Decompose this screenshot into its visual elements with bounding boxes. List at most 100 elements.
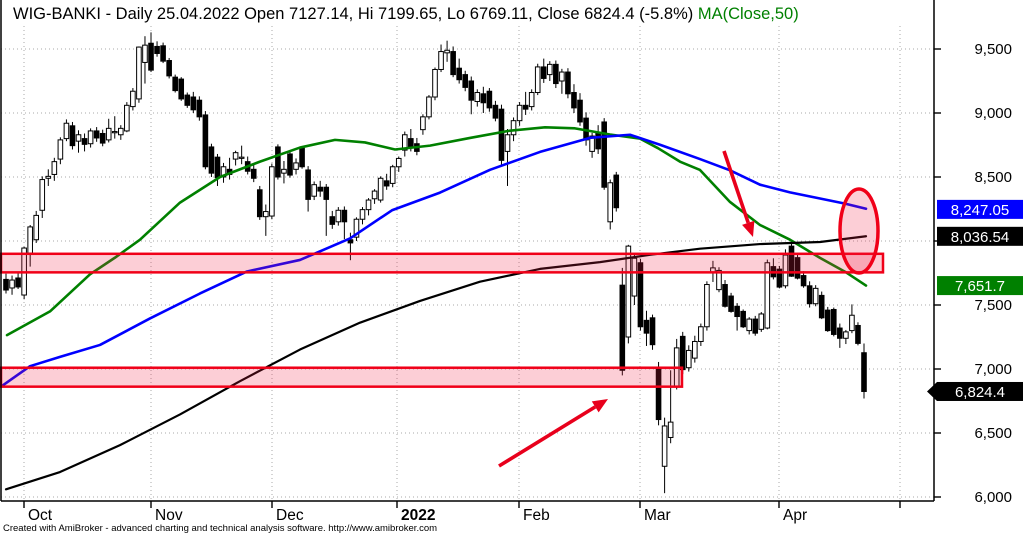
candle-bullish bbox=[359, 209, 366, 220]
y-axis-label: 9,000 bbox=[974, 105, 1012, 122]
candle-bearish bbox=[571, 92, 577, 109]
candle-bearish bbox=[69, 125, 76, 147]
candle-bullish bbox=[667, 421, 674, 438]
price-badge bbox=[937, 226, 1023, 246]
candle-bearish bbox=[456, 67, 462, 81]
candle-bearish bbox=[208, 146, 215, 174]
candle-bullish bbox=[9, 279, 15, 289]
candle-bearish bbox=[160, 45, 166, 62]
candle-bearish bbox=[15, 277, 21, 288]
candle-bullish bbox=[111, 131, 118, 134]
candle-bearish bbox=[728, 295, 734, 312]
candle-bullish bbox=[142, 44, 148, 63]
candle-bearish bbox=[492, 104, 499, 119]
price-badge-value: 6,824.4 bbox=[955, 384, 1005, 401]
annotation-arrowhead-up bbox=[591, 399, 608, 413]
candle-bullish bbox=[474, 92, 481, 102]
candle-bullish bbox=[698, 326, 704, 342]
candle-bearish bbox=[148, 42, 154, 71]
candle-bearish bbox=[408, 138, 414, 149]
price-badge-value: 8,036.54 bbox=[951, 229, 1009, 246]
candle-bullish bbox=[63, 122, 70, 140]
candle-bullish bbox=[335, 209, 342, 223]
candle-bullish bbox=[33, 214, 40, 241]
price-badge-value: 7,651.7 bbox=[955, 278, 1005, 295]
candle-bullish bbox=[685, 349, 692, 369]
candle-bullish bbox=[293, 162, 299, 170]
candle-bullish bbox=[438, 51, 444, 70]
candle-bearish bbox=[577, 99, 583, 123]
candle-bullish bbox=[371, 190, 378, 200]
candle-bearish bbox=[323, 186, 330, 200]
candle-bullish bbox=[377, 177, 384, 201]
x-axis-month-label: Dec bbox=[276, 507, 304, 524]
candle-bearish bbox=[81, 138, 88, 145]
price-badge bbox=[937, 199, 1023, 219]
candle-bullish bbox=[124, 104, 130, 132]
candle-bearish bbox=[329, 216, 336, 225]
support-resistance-zone bbox=[0, 366, 684, 388]
candle-bearish bbox=[3, 278, 9, 291]
y-axis-label: 6,500 bbox=[974, 425, 1012, 442]
candle-bullish bbox=[661, 425, 668, 467]
candle-bearish bbox=[679, 335, 686, 371]
candle-bearish bbox=[93, 130, 100, 139]
candle-bullish bbox=[269, 166, 275, 217]
candle-bullish bbox=[534, 66, 541, 94]
annotation-arrowhead-down bbox=[742, 220, 755, 237]
candle-bullish bbox=[426, 96, 432, 118]
candle-bearish bbox=[837, 327, 843, 339]
candle-bullish bbox=[130, 90, 136, 108]
candle-bearish bbox=[299, 147, 305, 168]
candle-bearish bbox=[788, 245, 795, 277]
candle-bullish bbox=[401, 134, 408, 151]
candle-bearish bbox=[565, 71, 571, 95]
candle-bearish bbox=[740, 310, 746, 328]
x-axis-month-label: Oct bbox=[28, 507, 53, 524]
candle-bullish bbox=[504, 134, 511, 152]
candle-bearish bbox=[450, 51, 456, 76]
candle-bullish bbox=[704, 284, 710, 328]
candle-bullish bbox=[432, 68, 438, 98]
y-axis-label: 7,500 bbox=[974, 297, 1012, 314]
candle-bearish bbox=[800, 275, 807, 287]
candle-bullish bbox=[782, 254, 789, 287]
y-axis-label: 9,500 bbox=[974, 41, 1012, 58]
candle-bearish bbox=[341, 209, 348, 223]
ma-line-ma200 bbox=[4, 235, 868, 491]
candle-bearish bbox=[178, 78, 185, 100]
candle-bearish bbox=[154, 45, 160, 54]
annotation-arrow-down bbox=[722, 150, 750, 224]
candle-bearish bbox=[855, 324, 861, 344]
candle-bullish bbox=[238, 156, 245, 159]
candle-bearish bbox=[830, 308, 837, 335]
support-resistance-zone bbox=[0, 252, 885, 274]
annotation-arrow-up bbox=[498, 405, 597, 468]
candle-bearish bbox=[287, 153, 293, 176]
candle-bearish bbox=[256, 189, 263, 218]
x-axis-month-label: Mar bbox=[644, 507, 671, 524]
candle-bullish bbox=[607, 182, 614, 223]
candle-bearish bbox=[275, 146, 281, 178]
candle-bullish bbox=[692, 340, 698, 359]
candle-bullish bbox=[764, 262, 771, 329]
candle-bearish bbox=[480, 93, 487, 104]
candle-bearish bbox=[752, 318, 759, 334]
candle-bearish bbox=[601, 121, 607, 188]
candle-bearish bbox=[818, 294, 825, 319]
candle-bullish bbox=[57, 139, 64, 160]
candle-bullish bbox=[589, 135, 595, 152]
candle-bullish bbox=[631, 257, 638, 297]
candle-bullish bbox=[45, 175, 52, 179]
candle-bearish bbox=[776, 268, 783, 288]
candle-bearish bbox=[553, 63, 559, 85]
candle-bullish bbox=[758, 313, 765, 330]
candle-bearish bbox=[734, 305, 740, 318]
candle-bullish bbox=[232, 152, 239, 160]
x-axis-month-label: Nov bbox=[155, 507, 183, 524]
candle-bullish bbox=[510, 120, 517, 136]
candle-bearish bbox=[99, 132, 106, 144]
candle-bearish bbox=[540, 66, 547, 79]
